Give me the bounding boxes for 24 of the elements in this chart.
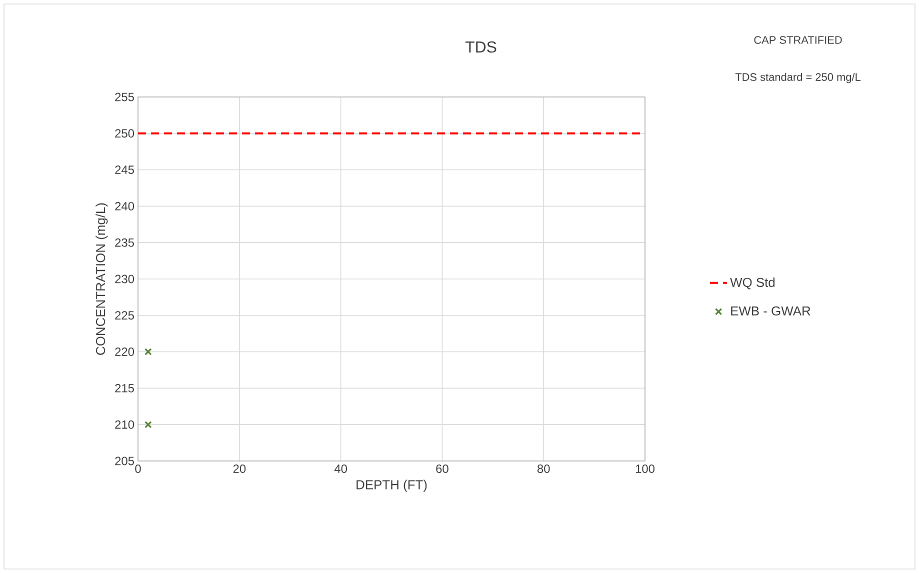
y-tick-label: 205: [115, 456, 134, 466]
y-tick-label: 235: [115, 238, 134, 247]
chart-title: TDS: [465, 41, 496, 53]
legend-label: EWB - GWAR: [731, 306, 810, 316]
x-tick-label: 0: [135, 464, 141, 473]
y-tick-label: 230: [115, 274, 134, 284]
x-tick-label: 100: [636, 464, 655, 473]
y-tick-label: 240: [115, 202, 134, 210]
x-tick-label: 60: [436, 464, 448, 473]
x-tick-label: 40: [334, 464, 347, 473]
text: CAP STRATIFIED: [754, 36, 842, 44]
y-tick-label: 215: [115, 384, 134, 392]
y-tick-label: 255: [115, 92, 134, 102]
text: TDS standard = 250 mg/L: [735, 72, 861, 84]
y-tick-label: 225: [115, 311, 134, 320]
y-axis-title: CONCENTRATION (mg/L): [96, 203, 108, 355]
x-tick-label: 20: [233, 464, 246, 473]
x-axis-title: DEPTH (FT): [356, 480, 427, 492]
y-tick-label: 245: [115, 166, 134, 174]
y-tick-label: 220: [115, 348, 134, 356]
x-tick-label: 80: [537, 464, 550, 473]
y-tick-label: 250: [115, 129, 134, 138]
y-tick-label: 210: [115, 420, 134, 429]
legend-label: WQ Std: [730, 277, 775, 290]
